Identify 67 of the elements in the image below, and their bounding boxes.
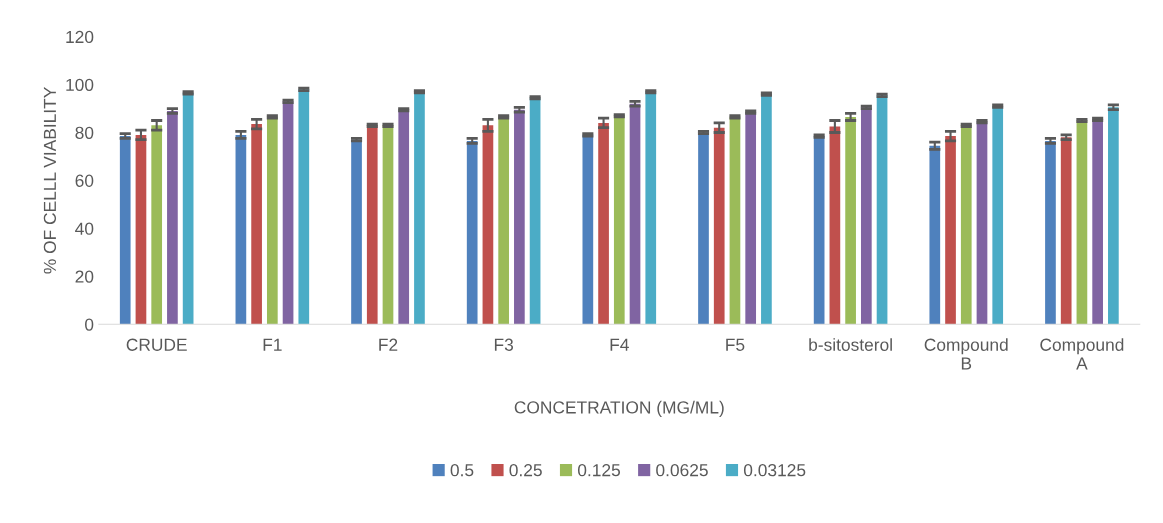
bar [598,122,609,325]
x-tick-label: b-sitosterol [809,338,892,351]
x-tick-label: F3 [494,338,514,351]
bar [629,103,641,325]
x-tick-label: CRUDE [126,338,187,351]
bar [251,124,262,325]
x-axis-title: CONCETRATION (MG/ML) [514,400,724,417]
x-tick-label: Compound A [1040,338,1124,370]
bar [960,125,972,325]
bar [498,116,509,325]
bar [613,115,625,325]
legend-label: 0.125 [577,464,621,477]
x-tick-label: F4 [610,338,629,351]
legend-label: 0.03125 [743,464,806,477]
y-axis-title: % OF CELLL VIABILITY [43,87,57,274]
bar [366,125,378,325]
x-tick-label: F5 [726,338,745,351]
y-tick-label: 60 [75,174,94,187]
bar [1045,140,1056,325]
bar [414,91,425,325]
bar [1092,119,1103,325]
bar [235,134,247,325]
bar [1060,137,1072,325]
x-tick-label: F1 [263,338,282,351]
bar [167,110,178,325]
bar [135,134,147,325]
bar [860,107,872,325]
bar [876,95,888,325]
bar [1076,120,1088,325]
legend-label: 0.25 [509,464,542,477]
bar [351,139,362,325]
bar [514,109,525,325]
bar [813,136,825,325]
bar [945,136,956,325]
bar [929,145,941,325]
bar [482,125,494,325]
y-tick-label: 40 [75,222,94,235]
bar [398,109,410,325]
bar [645,91,657,325]
y-tick-label: 20 [75,270,94,283]
y-tick-label: 100 [66,78,94,92]
bar [582,134,594,325]
bar [529,97,541,325]
bar [466,140,478,325]
bar [976,121,988,325]
bar [992,106,1004,325]
bar [698,132,709,325]
bar [829,126,841,325]
bar [729,116,741,325]
bar [151,125,163,325]
bar [1108,107,1119,325]
bar [282,101,294,325]
bar [119,136,131,325]
bar [745,112,757,325]
bar [382,125,394,325]
legend-label: 0.5 [450,464,474,477]
bar [298,89,310,325]
y-tick-label: 120 [66,30,94,44]
bar [713,127,725,325]
x-tick-label: Compound B [924,338,1008,370]
y-tick-label: 0 [85,318,94,331]
bar [845,116,856,325]
x-tick-label: F2 [379,338,398,351]
bar [266,116,278,325]
legend-label: 0.0625 [656,464,708,477]
y-tick-label: 80 [75,126,94,139]
bar [761,94,772,325]
